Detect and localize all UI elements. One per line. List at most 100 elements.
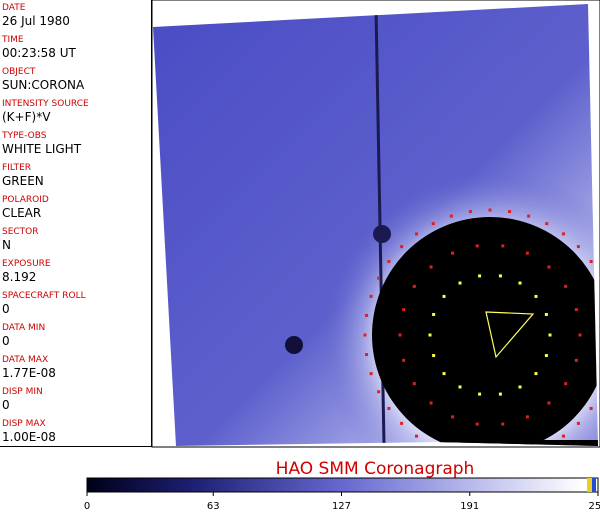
sector-marker	[485, 311, 535, 359]
colorbar	[86, 477, 599, 493]
field-value: 0	[2, 398, 10, 412]
dot	[548, 333, 552, 337]
dot	[468, 210, 472, 214]
field-label: FILTER	[2, 163, 32, 173]
field-label: DISP MIN	[2, 387, 43, 397]
occulter-edge	[440, 440, 598, 446]
field-value: 26 Jul 1980	[2, 14, 70, 28]
dot	[576, 421, 580, 425]
field-value: 0	[2, 334, 10, 348]
dot	[377, 390, 381, 394]
field-value: WHITE LIGHT	[2, 142, 82, 156]
dot	[398, 333, 402, 337]
field-value: 8.192	[2, 270, 37, 284]
dot	[544, 312, 548, 316]
field-value: GREEN	[2, 174, 44, 188]
dot	[451, 251, 455, 255]
dot	[369, 372, 373, 376]
dot	[498, 392, 502, 396]
dot	[412, 382, 416, 386]
dot	[561, 232, 565, 236]
field-label: SECTOR	[2, 227, 39, 237]
occulter	[372, 217, 598, 446]
dot	[578, 333, 582, 337]
field-label: TIME	[2, 35, 24, 45]
frame	[151, 0, 600, 448]
dot	[363, 333, 367, 337]
dot	[400, 421, 404, 425]
dot	[518, 281, 522, 285]
field-label: DISP MAX	[2, 419, 46, 429]
field-value: 0	[2, 302, 10, 316]
field-label: SPACECRAFT ROLL	[2, 291, 86, 301]
dot	[545, 222, 549, 226]
dot	[576, 245, 580, 249]
dot	[451, 415, 455, 419]
tick-label: 0	[84, 501, 90, 512]
dot	[561, 434, 565, 438]
field-value: (K+F)*V	[2, 110, 51, 124]
dot	[432, 354, 436, 358]
field-label: DATA MAX	[2, 355, 49, 365]
dot	[534, 372, 538, 376]
dot	[428, 333, 432, 337]
field-value: 00:23:58 UT	[2, 46, 76, 60]
dot	[518, 385, 522, 389]
dot	[564, 382, 568, 386]
dot	[442, 294, 446, 298]
dot	[458, 281, 462, 285]
dot	[429, 265, 433, 269]
dot	[387, 406, 391, 410]
dot	[501, 244, 505, 248]
header-panel: DATE 26 Jul 1980 TIME 00:23:58 UT OBJECT SUN:…	[0, 0, 152, 447]
dot	[377, 276, 381, 280]
field-value: N	[2, 238, 11, 252]
colorbar-ticks: 0 63 127 191 255	[84, 492, 600, 512]
field-label: INTENSITY SOURCE	[2, 99, 89, 109]
dot	[442, 372, 446, 376]
colorbar-top	[592, 478, 596, 492]
dot	[415, 232, 419, 236]
dot	[574, 308, 578, 312]
dot	[564, 284, 568, 288]
field-label: EXPOSURE	[2, 259, 51, 269]
dot	[589, 260, 593, 264]
field-value: SUN:CORONA	[2, 78, 85, 92]
field-value: 1.77E-08	[2, 366, 56, 380]
dot	[589, 406, 593, 410]
dot	[547, 401, 551, 405]
dot	[478, 392, 482, 396]
dot	[574, 358, 578, 362]
grid-dots	[363, 208, 600, 438]
tick-label: 255	[588, 501, 600, 512]
dot	[525, 415, 529, 419]
dot	[488, 208, 492, 212]
field-value: CLEAR	[2, 206, 42, 220]
tick-label: 63	[207, 501, 220, 512]
dot	[544, 354, 548, 358]
dot	[365, 353, 369, 357]
field-label: OBJECT	[2, 67, 36, 77]
dot	[458, 385, 462, 389]
dot	[449, 214, 453, 218]
dot	[402, 308, 406, 312]
dot	[475, 244, 479, 248]
dot	[478, 274, 482, 278]
field-label: POLAROID	[2, 195, 49, 205]
field-label: DATA MIN	[2, 323, 46, 333]
tick-label: 127	[332, 501, 351, 512]
dot	[432, 312, 436, 316]
tick-label: 191	[460, 501, 479, 512]
colorbar-top	[587, 478, 592, 492]
dot	[525, 251, 529, 255]
spot	[373, 225, 391, 243]
dot	[412, 284, 416, 288]
dot	[534, 294, 538, 298]
dot	[387, 260, 391, 264]
dot	[475, 422, 479, 426]
dot	[547, 265, 551, 269]
dot	[402, 358, 406, 362]
field-value: 1.00E-08	[2, 430, 56, 444]
